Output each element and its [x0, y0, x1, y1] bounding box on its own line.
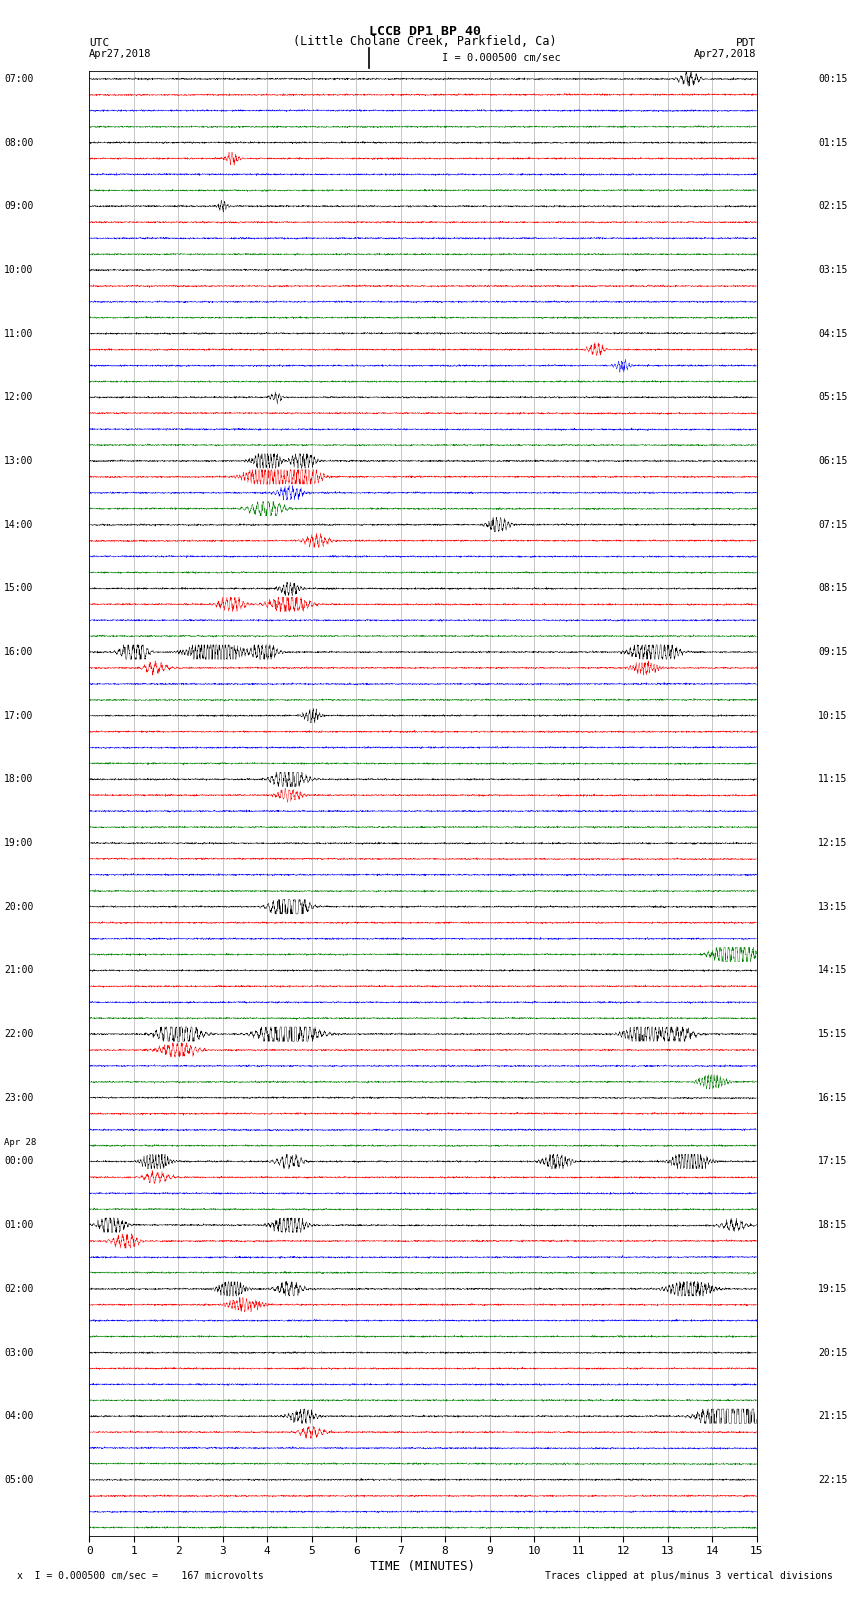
Text: 16:00: 16:00 [4, 647, 34, 656]
Text: 00:00: 00:00 [4, 1157, 34, 1166]
Text: Apr27,2018: Apr27,2018 [89, 48, 152, 58]
Text: (Little Cholane Creek, Parkfield, Ca): (Little Cholane Creek, Parkfield, Ca) [293, 35, 557, 48]
Text: Traces clipped at plus/minus 3 vertical divisions: Traces clipped at plus/minus 3 vertical … [545, 1571, 833, 1581]
Text: 22:15: 22:15 [818, 1474, 847, 1486]
Text: 09:15: 09:15 [818, 647, 847, 656]
Text: 21:15: 21:15 [818, 1411, 847, 1421]
Text: Apr 28: Apr 28 [4, 1137, 37, 1147]
Text: 16:15: 16:15 [818, 1092, 847, 1103]
Text: 04:00: 04:00 [4, 1411, 34, 1421]
Text: 21:00: 21:00 [4, 966, 34, 976]
Text: 14:15: 14:15 [818, 966, 847, 976]
Text: LCCB DP1 BP 40: LCCB DP1 BP 40 [369, 24, 481, 37]
Text: 09:00: 09:00 [4, 202, 34, 211]
Text: 19:15: 19:15 [818, 1284, 847, 1294]
Text: 19:00: 19:00 [4, 839, 34, 848]
Text: 17:15: 17:15 [818, 1157, 847, 1166]
Text: 07:00: 07:00 [4, 74, 34, 84]
Text: PDT: PDT [736, 39, 756, 48]
Text: 05:15: 05:15 [818, 392, 847, 402]
Text: 10:15: 10:15 [818, 711, 847, 721]
Text: 10:00: 10:00 [4, 265, 34, 274]
Text: 18:00: 18:00 [4, 774, 34, 784]
Text: 13:15: 13:15 [818, 902, 847, 911]
Text: UTC: UTC [89, 39, 110, 48]
Text: 12:15: 12:15 [818, 839, 847, 848]
Text: 11:15: 11:15 [818, 774, 847, 784]
Text: 06:15: 06:15 [818, 456, 847, 466]
Text: 22:00: 22:00 [4, 1029, 34, 1039]
X-axis label: TIME (MINUTES): TIME (MINUTES) [371, 1560, 475, 1573]
Text: 08:15: 08:15 [818, 584, 847, 594]
Text: 00:15: 00:15 [818, 74, 847, 84]
Text: 15:00: 15:00 [4, 584, 34, 594]
Text: 17:00: 17:00 [4, 711, 34, 721]
Text: Apr27,2018: Apr27,2018 [694, 48, 756, 58]
Text: 12:00: 12:00 [4, 392, 34, 402]
Text: 02:00: 02:00 [4, 1284, 34, 1294]
Text: 14:00: 14:00 [4, 519, 34, 529]
Text: 23:00: 23:00 [4, 1092, 34, 1103]
Text: 04:15: 04:15 [818, 329, 847, 339]
Text: 15:15: 15:15 [818, 1029, 847, 1039]
Text: 01:00: 01:00 [4, 1219, 34, 1231]
Text: x  I = 0.000500 cm/sec =    167 microvolts: x I = 0.000500 cm/sec = 167 microvolts [17, 1571, 264, 1581]
Text: I = 0.000500 cm/sec: I = 0.000500 cm/sec [442, 53, 561, 63]
Text: 03:00: 03:00 [4, 1347, 34, 1358]
Text: 18:15: 18:15 [818, 1219, 847, 1231]
Text: 01:15: 01:15 [818, 137, 847, 148]
Text: 08:00: 08:00 [4, 137, 34, 148]
Text: 02:15: 02:15 [818, 202, 847, 211]
Text: 20:00: 20:00 [4, 902, 34, 911]
Text: 11:00: 11:00 [4, 329, 34, 339]
Text: 03:15: 03:15 [818, 265, 847, 274]
Text: 07:15: 07:15 [818, 519, 847, 529]
Text: 05:00: 05:00 [4, 1474, 34, 1486]
Text: 20:15: 20:15 [818, 1347, 847, 1358]
Text: 13:00: 13:00 [4, 456, 34, 466]
